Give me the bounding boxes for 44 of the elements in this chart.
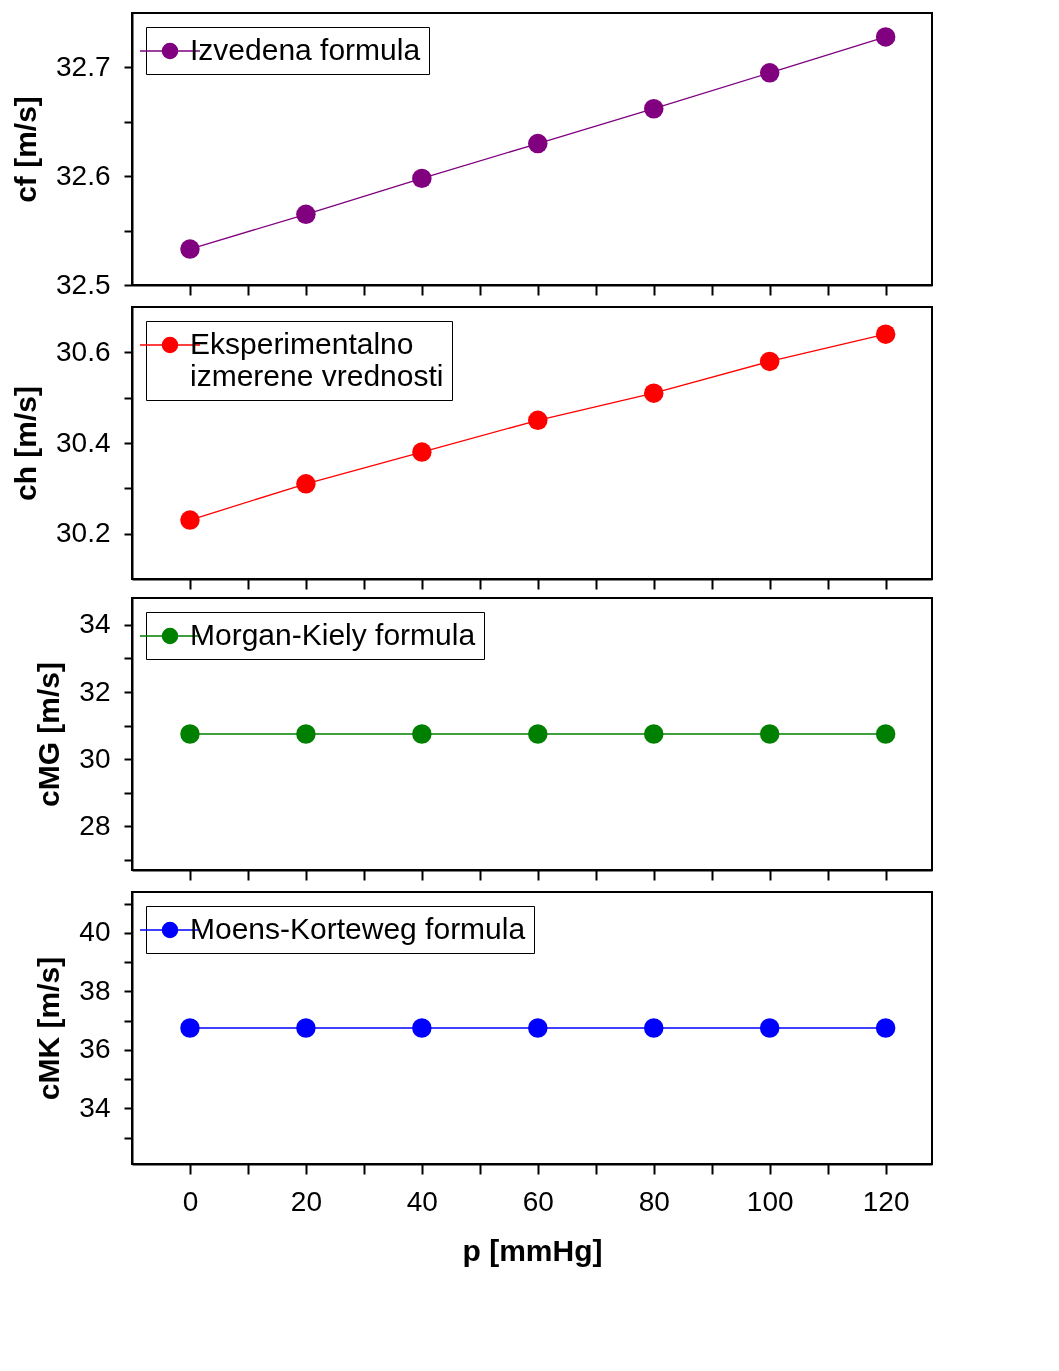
y-tick-label: 32.5 xyxy=(56,268,111,300)
y-tick-label: 38 xyxy=(79,974,111,1006)
x-tick-label: 80 xyxy=(638,1185,670,1217)
point xyxy=(412,442,432,462)
x-tick-label: 40 xyxy=(406,1185,438,1217)
x-tick-label: 60 xyxy=(522,1185,554,1217)
legend-label: Izvedena formula xyxy=(190,33,421,66)
y-tick-label: 30.2 xyxy=(56,517,111,549)
y-tick-label: 32.6 xyxy=(56,159,111,191)
y-tick-label: 40 xyxy=(79,916,111,948)
x-axis-title: p [mmHg] xyxy=(462,1233,603,1267)
y-axis-title: ch [m/s] xyxy=(9,385,42,502)
point xyxy=(643,99,664,119)
legend-label: Moens-Korteweg formula xyxy=(190,912,526,945)
point xyxy=(412,168,432,189)
y-axis-title: cMG [m/s] xyxy=(32,661,66,808)
legend-label: Morgan-Kiely formula xyxy=(190,618,476,651)
point xyxy=(759,63,780,83)
x-tick-label: 20 xyxy=(290,1185,322,1217)
y-tick-label: 30.6 xyxy=(56,335,111,367)
y-tick-label: 30 xyxy=(79,742,111,774)
point xyxy=(528,410,548,431)
x-tick-label: 120 xyxy=(862,1185,910,1217)
x-tick-label: 0 xyxy=(182,1185,199,1217)
legend-label: Eksperimentalno izmerene vrednosti xyxy=(190,327,444,392)
point xyxy=(875,324,896,344)
y-tick-label: 36 xyxy=(79,1033,111,1065)
y-tick-label: 34 xyxy=(79,608,111,640)
point xyxy=(643,383,664,403)
y-tick-label: 30.4 xyxy=(56,426,111,458)
y-tick-label: 32.7 xyxy=(56,50,111,82)
y-tick-label: 32 xyxy=(79,675,111,707)
y-tick-label: 28 xyxy=(79,809,111,841)
y-axis-title: cf [m/s] xyxy=(9,96,42,203)
point xyxy=(180,510,200,530)
y-tick-label: 34 xyxy=(79,1091,111,1123)
point xyxy=(528,133,548,154)
point xyxy=(296,474,316,494)
point xyxy=(875,27,896,47)
x-tick-label: 100 xyxy=(746,1185,794,1217)
point xyxy=(759,351,780,372)
y-axis-title: cMK [m/s] xyxy=(32,956,66,1101)
point xyxy=(180,239,200,259)
point xyxy=(296,204,316,225)
